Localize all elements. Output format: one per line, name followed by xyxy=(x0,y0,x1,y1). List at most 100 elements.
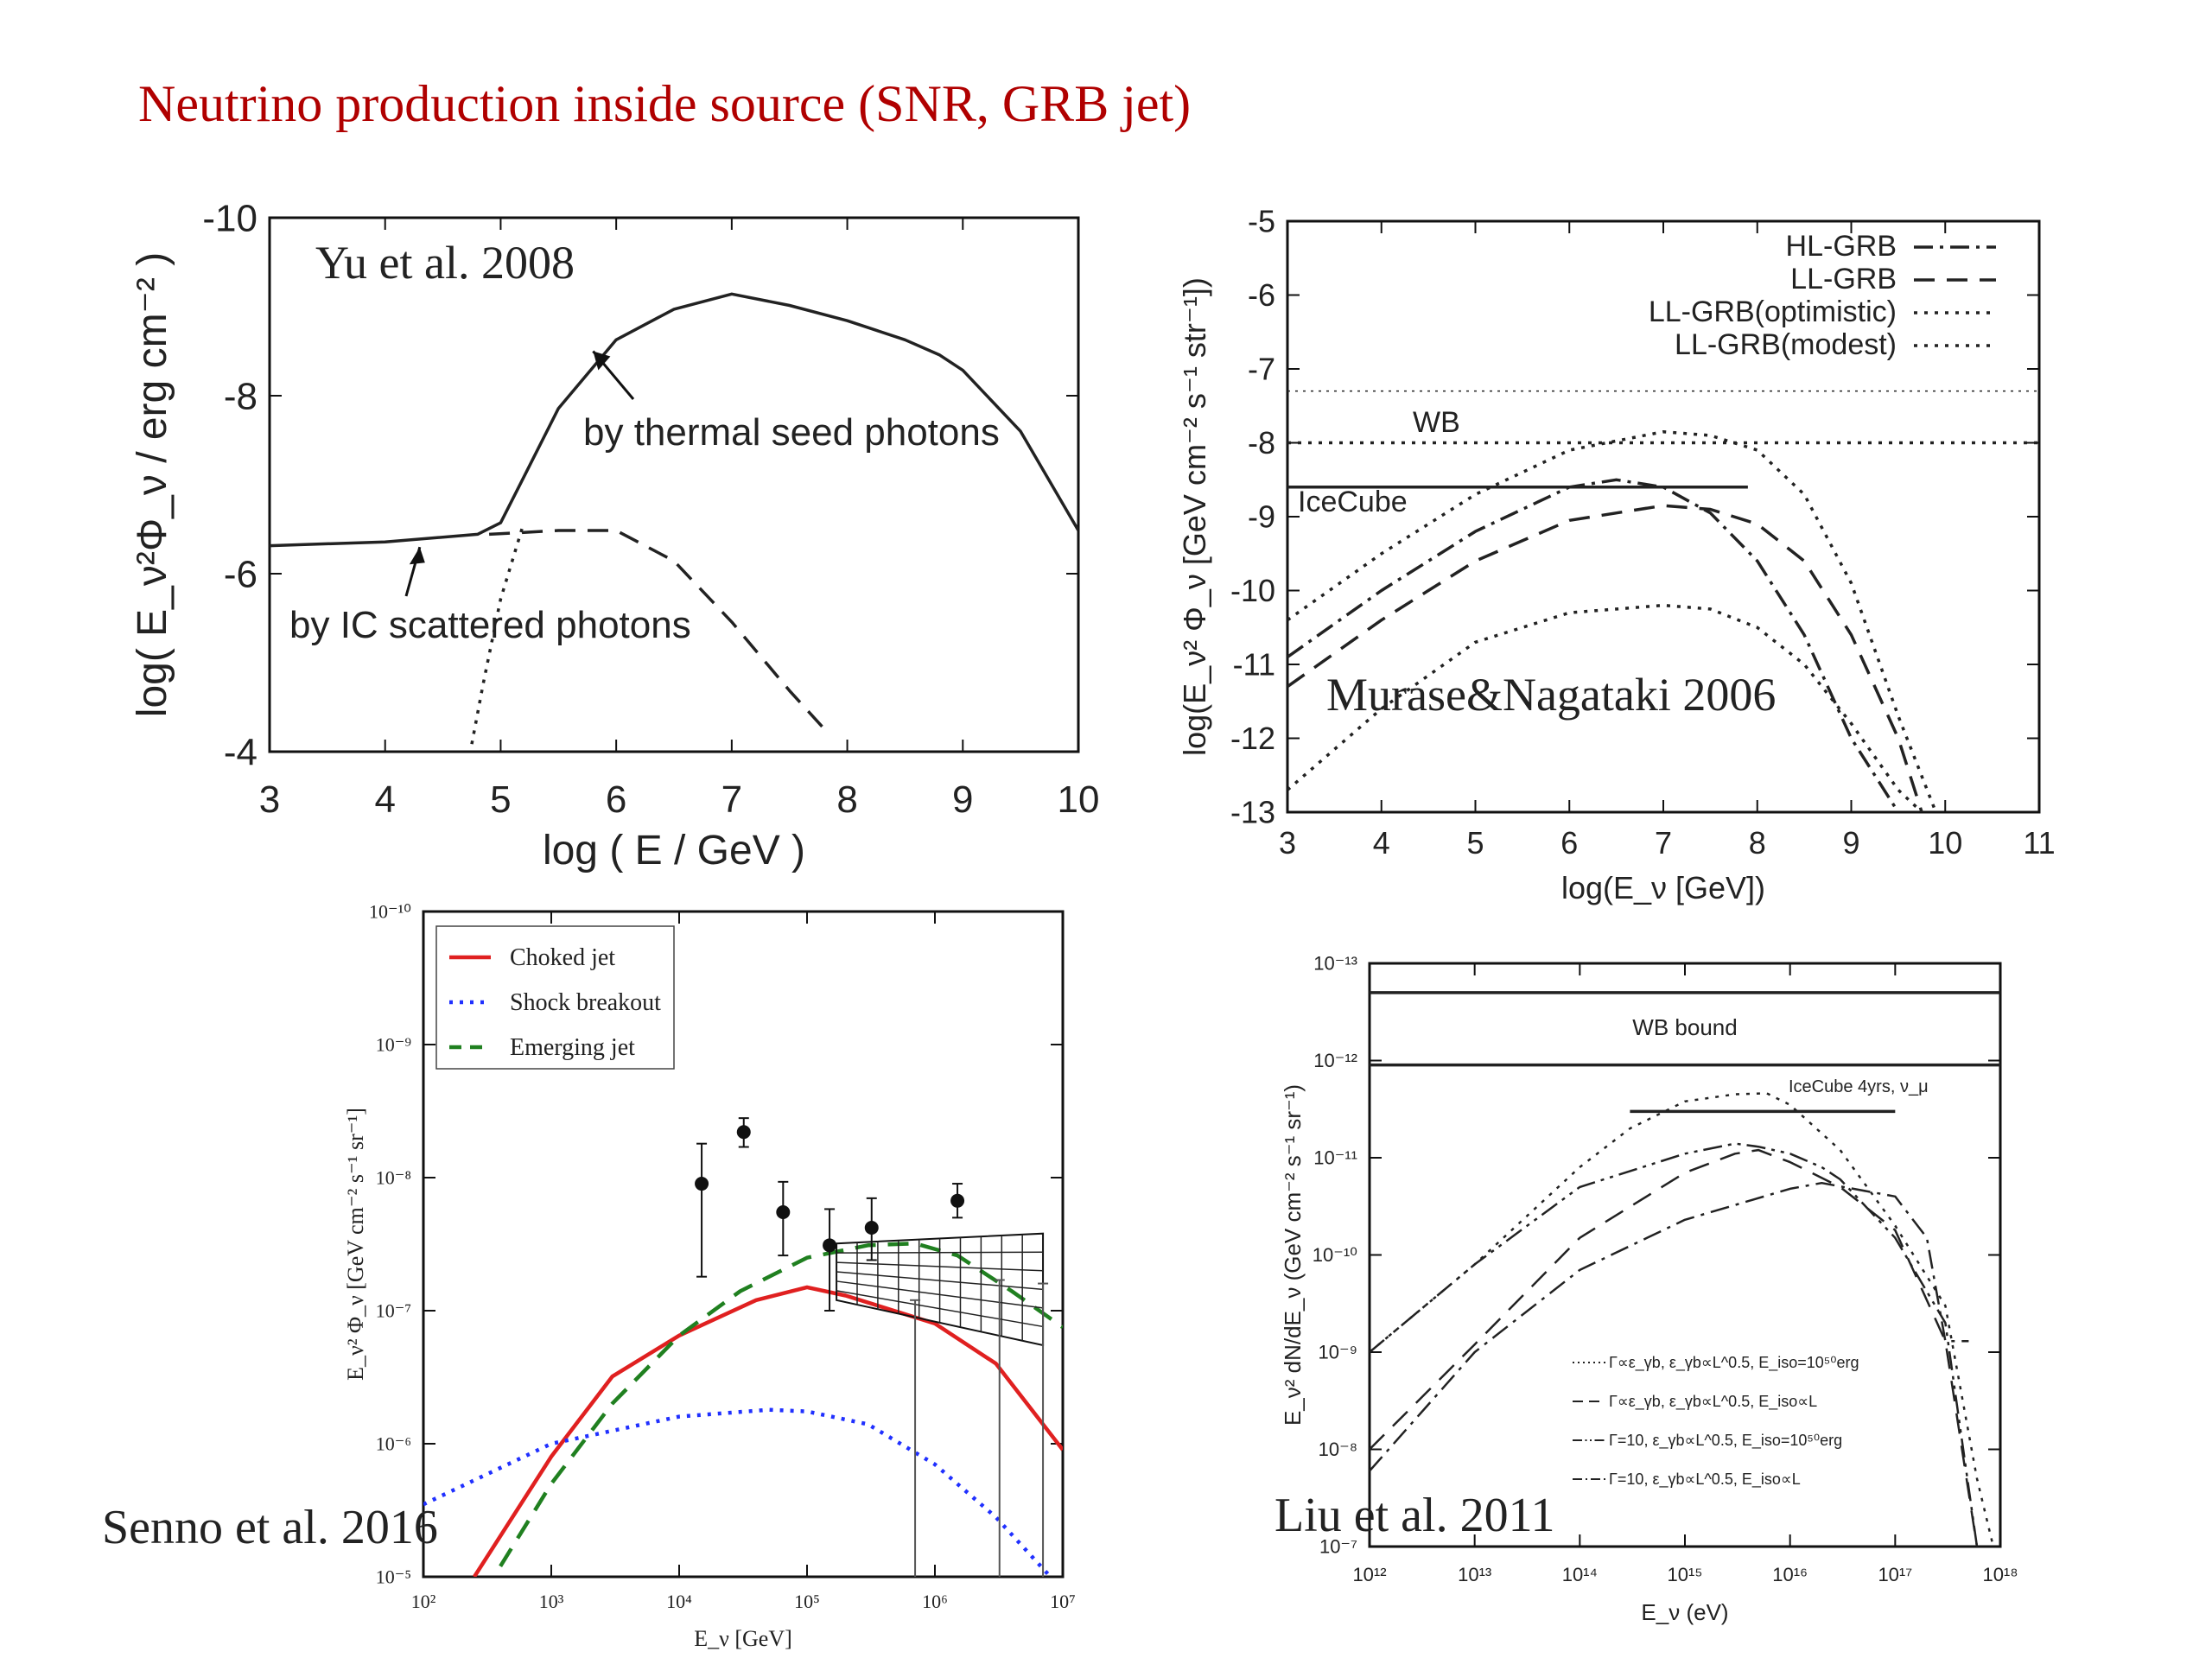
y-tick-label: 10⁻¹⁰ xyxy=(1313,1244,1357,1266)
data-point xyxy=(736,1125,751,1140)
x-tick-label: 10³ xyxy=(539,1591,564,1612)
x-tick-label: 10¹⁶ xyxy=(1772,1564,1808,1585)
y-tick-label: -8 xyxy=(224,375,257,417)
y-tick-label: -10 xyxy=(202,197,257,239)
x-tick-label: 10¹² xyxy=(1352,1564,1386,1585)
data-point xyxy=(823,1238,837,1253)
y-tick-label: 10⁻⁸ xyxy=(1319,1439,1357,1460)
y-tick-label: 10⁻⁶ xyxy=(376,1433,411,1455)
panel-caption: Liu et al. 2011 xyxy=(1274,1489,1555,1542)
series-layer xyxy=(1370,991,2000,1547)
x-tick-label: 10⁶ xyxy=(922,1591,948,1612)
chart-murase-nagataki-2006: 3 4 5 6 7 8 9 10 11 -5 -6 -7 -8 -9 -10 -11 -12 -13 log(E_ν… xyxy=(1177,204,2056,905)
x-tick-label: 10¹⁵ xyxy=(1668,1564,1703,1585)
series-line xyxy=(499,1241,1063,1567)
y-tick-label: 10⁻⁷ xyxy=(1319,1536,1357,1558)
y-tick-label: -6 xyxy=(1248,277,1275,313)
x-axis-label: E_ν [GeV] xyxy=(694,1626,792,1651)
series-line xyxy=(1370,1092,2000,1547)
y-tick-label: 10⁻¹³ xyxy=(1313,953,1357,975)
x-tick-label: 10 xyxy=(1928,825,1962,861)
x-tick-label: 10⁴ xyxy=(666,1591,692,1612)
data-point xyxy=(695,1177,709,1191)
arrowhead-ic xyxy=(409,547,425,565)
band-hatch-h xyxy=(836,1271,1044,1291)
legend-label: Shock breakout xyxy=(510,989,661,1016)
data-point xyxy=(864,1221,879,1236)
band-hatch-h xyxy=(836,1280,1044,1309)
series-line xyxy=(1287,603,1923,812)
y-tick-label: 10⁻⁹ xyxy=(376,1034,412,1056)
legend-label: Emerging jet xyxy=(510,1034,635,1061)
y-tick-label: -8 xyxy=(1248,425,1275,461)
x-tick-label: 10⁵ xyxy=(794,1591,820,1612)
y-axis-label: E_ν² dN/dE_ν (GeV cm⁻² s⁻¹ sr⁻¹) xyxy=(1280,1084,1306,1426)
y-tick-label: 10⁻⁹ xyxy=(1318,1342,1357,1363)
chart-liu-2011: 10¹² 10¹³ 10¹⁴ 10¹⁵ 10¹⁶ 10¹⁷ 10¹⁸ 10⁻⁷ 10⁻⁸ 10⁻⁹… xyxy=(1274,953,2018,1625)
x-tick-label: 9 xyxy=(952,778,973,821)
plot-frame xyxy=(268,216,1080,753)
slide-title: Neutrino production inside source (SNR, … xyxy=(138,75,1191,132)
x-axis-label: log ( E / GeV ) xyxy=(543,828,805,873)
series-layer xyxy=(1287,390,2039,812)
legend-label: LL-GRB(optimistic) xyxy=(1649,295,1897,328)
plot-frame xyxy=(1368,962,2002,1548)
x-axis-label: E_ν (eV) xyxy=(1641,1599,1728,1625)
annotation-ic: by IC scattered photons xyxy=(289,604,691,646)
chart-yu-2008: 3 4 5 6 7 8 9 10 -4 -6 -8 -10 log ( E / GeV ) log( E_… xyxy=(130,197,1099,873)
data-point xyxy=(950,1193,965,1208)
label-icecube-4yrs: IceCube 4yrs, ν_μ xyxy=(1789,1077,1929,1096)
legend-label: Choked jet xyxy=(510,944,615,971)
series-line xyxy=(1287,429,1938,812)
panel-caption: Senno et al. 2016 xyxy=(102,1501,438,1554)
x-tick-label: 8 xyxy=(836,778,857,821)
series-line xyxy=(470,522,525,745)
y-tick-label: -12 xyxy=(1230,721,1275,756)
label-wb: WB xyxy=(1413,406,1460,439)
y-axis-label: log(E_ν² Φ_ν [GeV cm⁻² s⁻¹ str⁻¹]) xyxy=(1177,277,1212,756)
x-tick-label: 10¹⁷ xyxy=(1878,1564,1912,1585)
y-tick-label: 10⁻⁵ xyxy=(376,1566,411,1588)
series-line xyxy=(473,1285,1063,1577)
legend-label: Γ∝ε_γb, ε_γb∝L^0.5, E_iso∝L xyxy=(1609,1393,1817,1411)
y-axis-label: E_ν² Φ_ν [GeV cm⁻² s⁻¹ sr⁻¹] xyxy=(343,1108,368,1381)
x-tick-label: 10¹⁸ xyxy=(1982,1564,2018,1585)
arrowhead-thermal xyxy=(593,351,611,371)
series-line xyxy=(1370,1148,1979,1547)
x-tick-label: 5 xyxy=(1466,825,1484,861)
band-hatch-h xyxy=(836,1290,1044,1328)
series-line xyxy=(489,529,826,730)
y-tick-label: 10⁻⁸ xyxy=(376,1167,411,1189)
legend-box xyxy=(435,925,675,1070)
y-tick-label: -11 xyxy=(1233,647,1275,683)
y-tick-label: -7 xyxy=(1248,352,1275,387)
y-tick-label: -9 xyxy=(1248,499,1275,535)
y-tick-label: 10⁻⁷ xyxy=(376,1300,411,1322)
y-tick-label: -5 xyxy=(1248,204,1275,239)
series-line xyxy=(1287,478,1900,812)
label-icecube: IceCube xyxy=(1298,486,1408,518)
y-tick-label: -6 xyxy=(224,553,257,595)
series-line xyxy=(1287,504,1923,812)
annotation-thermal: by thermal seed photons xyxy=(583,411,1000,454)
panel-caption: Yu et al. 2008 xyxy=(315,237,575,289)
band-hatch-h xyxy=(836,1251,1044,1254)
x-tick-label: 9 xyxy=(1842,825,1859,861)
legend-label: Γ∝ε_γb, ε_γb∝L^0.5, E_iso=10⁵⁰erg xyxy=(1609,1354,1859,1372)
y-tick-label: 10⁻¹⁰ xyxy=(369,901,411,923)
x-tick-label: 4 xyxy=(1373,825,1390,861)
x-tick-label: 4 xyxy=(374,778,395,821)
x-tick-label: 7 xyxy=(1655,825,1672,861)
x-tick-label: 10¹⁴ xyxy=(1562,1564,1598,1585)
x-tick-label: 3 xyxy=(1279,825,1296,861)
x-tick-label: 3 xyxy=(259,778,280,821)
chart-senno-2016: 10² 10³ 10⁴ 10⁵ 10⁶ 10⁷ 10⁻⁵ 10⁻⁶ 10⁻⁷ 10⁻⁸ 10⁻⁹ 10… xyxy=(102,901,1076,1651)
legend-label: HL-GRB xyxy=(1786,230,1897,263)
x-tick-label: 6 xyxy=(1560,825,1578,861)
y-tick-label: 10⁻¹¹ xyxy=(1313,1147,1357,1169)
y-tick-label: -4 xyxy=(224,731,257,773)
y-axis-label: log( E_ν²Φ_ν / erg cm⁻² ) xyxy=(130,252,175,717)
label-wb-bound: WB bound xyxy=(1632,1014,1737,1040)
x-tick-label: 11 xyxy=(2023,825,2055,861)
